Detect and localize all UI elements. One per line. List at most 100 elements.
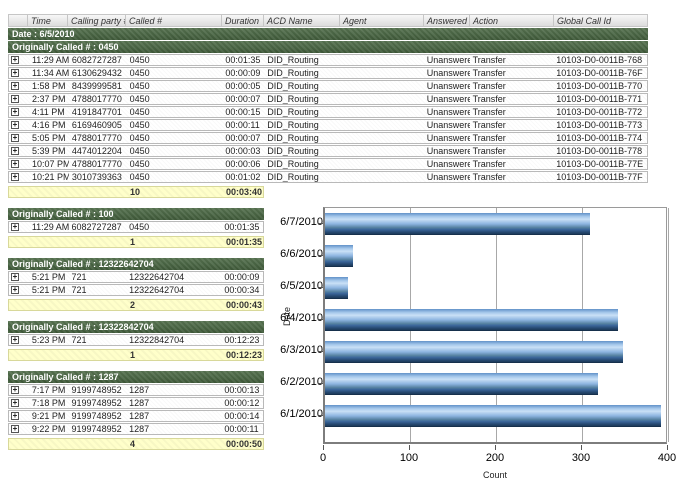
expander-cell: + xyxy=(9,385,29,395)
expand-row-icon[interactable]: + xyxy=(11,385,19,394)
cell-calling: 9199748952 xyxy=(71,424,122,434)
cell-calling: 4788017770 xyxy=(71,133,122,143)
cell-action: Transfer xyxy=(472,81,506,91)
cell-called: 0450 xyxy=(129,55,150,65)
cell-calling: 6169460905 xyxy=(71,120,122,130)
summary-count: 1 xyxy=(130,350,136,360)
y-tick-mark xyxy=(319,255,323,256)
expander-cell: + xyxy=(9,222,29,232)
y-tick-label: 6/2/2010 xyxy=(280,376,323,388)
cell-duration: 00:00:09 xyxy=(225,68,261,78)
expander-cell: + xyxy=(9,55,29,65)
cell-time: 5:21 PM xyxy=(31,285,66,295)
cell-called: 12322842704 xyxy=(129,335,185,345)
expand-row-icon[interactable]: + xyxy=(11,159,19,168)
cell-answered: Unanswered xyxy=(426,68,470,78)
table-header-row: Time Calling party # Called # Duration ACD N… xyxy=(8,14,648,27)
column-header-agent: Agent xyxy=(340,14,424,27)
expand-row-icon[interactable]: + xyxy=(11,411,19,420)
expand-row-icon[interactable]: + xyxy=(11,222,19,231)
cell-action: Transfer xyxy=(472,159,506,169)
cell-global_id: 10103-D0-0011B-76F xyxy=(556,68,643,78)
table-row: +4:16 PM 6169460905 0450 00:00:11 DID_Routin… xyxy=(8,119,648,131)
cell-called: 0450 xyxy=(129,159,150,169)
cell-calling: 8439999581 xyxy=(71,81,122,91)
cell-time: 11:29 AM xyxy=(31,222,69,232)
group-band: Originally Called # : 12322642704 xyxy=(8,258,264,270)
bar-6-3-2010 xyxy=(325,341,623,363)
cell-agent xyxy=(340,172,424,182)
expand-row-icon[interactable]: + xyxy=(11,81,19,90)
summary-count: 4 xyxy=(130,439,136,449)
table-row: +5:23 PM 721 12322842704 00:12:23 xyxy=(8,334,264,346)
x-axis-title: Count xyxy=(482,470,508,480)
cell-acd: DID_Routing xyxy=(267,81,319,91)
expand-row-icon[interactable]: + xyxy=(11,272,19,281)
cell-calling: 4474012204 xyxy=(71,146,122,156)
expander-cell: + xyxy=(9,335,29,345)
cell-time: 1:58 PM xyxy=(31,81,66,91)
cell-called: 1287 xyxy=(129,398,150,408)
cell-called: 0450 xyxy=(129,172,150,182)
table-row: +5:05 PM 4788017770 0450 00:00:07 DID_Routin… xyxy=(8,132,648,144)
bar-6-6-2010 xyxy=(325,245,353,267)
expander-cell: + xyxy=(9,159,29,169)
column-header-duration: Duration xyxy=(222,14,264,27)
cell-calling: 4788017770 xyxy=(71,159,122,169)
y-tick-mark xyxy=(319,351,323,352)
column-header-expander xyxy=(8,14,28,27)
summary-total-duration: 00:00:50 xyxy=(226,439,263,449)
cell-time: 11:34 AM xyxy=(31,68,69,78)
expand-row-icon[interactable]: + xyxy=(11,94,19,103)
cell-duration: 00:00:09 xyxy=(224,272,260,282)
y-tick-mark xyxy=(319,415,323,416)
cell-duration: 00:00:05 xyxy=(225,81,261,91)
y-tick-label: 6/6/2010 xyxy=(280,248,323,260)
chart-plot-area xyxy=(323,207,669,444)
table-row: +10:07 PM 4788017770 0450 00:00:06 DID_Routi… xyxy=(8,158,648,170)
cell-agent xyxy=(340,133,424,143)
cell-action: Transfer xyxy=(472,133,506,143)
cell-global_id: 10103-D0-0011B-77F xyxy=(556,172,643,182)
cell-duration: 00:00:07 xyxy=(225,94,261,104)
expand-row-icon[interactable]: + xyxy=(11,107,19,116)
expand-row-icon[interactable]: + xyxy=(11,146,19,155)
table-row: +1:58 PM 8439999581 0450 00:00:05 DID_Routin… xyxy=(8,80,648,92)
cell-time: 7:17 PM xyxy=(31,385,66,395)
expand-row-icon[interactable]: + xyxy=(11,55,19,64)
expander-cell: + xyxy=(9,146,29,156)
group-summary-row: 4 00:00:50 xyxy=(8,438,264,450)
cell-acd: DID_Routing xyxy=(267,120,319,130)
expand-row-icon[interactable]: + xyxy=(11,424,19,433)
table-row: +2:37 PM 4788017770 0450 00:00:07 DID_Routin… xyxy=(8,93,648,105)
cell-acd: DID_Routing xyxy=(267,133,319,143)
cell-acd: DID_Routing xyxy=(267,159,319,169)
table-row: +9:21 PM 9199748952 1287 00:00:14 xyxy=(8,410,264,422)
cell-answered: Unanswered xyxy=(426,133,470,143)
cell-duration: 00:01:02 xyxy=(225,172,261,182)
expand-row-icon[interactable]: + xyxy=(11,285,19,294)
cell-global_id: 10103-D0-0011B-778 xyxy=(556,146,643,156)
table-row: +7:17 PM 9199748952 1287 00:00:13 xyxy=(8,384,264,396)
cell-called: 0450 xyxy=(129,146,150,156)
gridline xyxy=(668,208,669,442)
bar-6-7-2010 xyxy=(325,213,590,235)
expand-row-icon[interactable]: + xyxy=(11,133,19,142)
cell-acd: DID_Routing xyxy=(267,172,319,182)
x-tick-label: 0 xyxy=(319,452,327,464)
cell-duration: 00:01:35 xyxy=(225,55,261,65)
cell-acd: DID_Routing xyxy=(267,94,319,104)
cell-answered: Unanswered xyxy=(426,159,470,169)
expand-row-icon[interactable]: + xyxy=(11,398,19,407)
expander-cell: + xyxy=(9,424,29,434)
cell-action: Transfer xyxy=(472,146,506,156)
expand-row-icon[interactable]: + xyxy=(11,120,19,129)
call-group: Originally Called # : 12322842704 +5:23 P… xyxy=(8,321,648,361)
group-band: Originally Called # : 0450 xyxy=(8,41,648,53)
cell-global_id: 10103-D0-0011B-768 xyxy=(556,55,643,65)
column-header-action: Action xyxy=(470,14,554,27)
cell-calling: 721 xyxy=(71,272,87,282)
expand-row-icon[interactable]: + xyxy=(11,172,19,181)
expand-row-icon[interactable]: + xyxy=(11,68,19,77)
expand-row-icon[interactable]: + xyxy=(11,335,19,344)
